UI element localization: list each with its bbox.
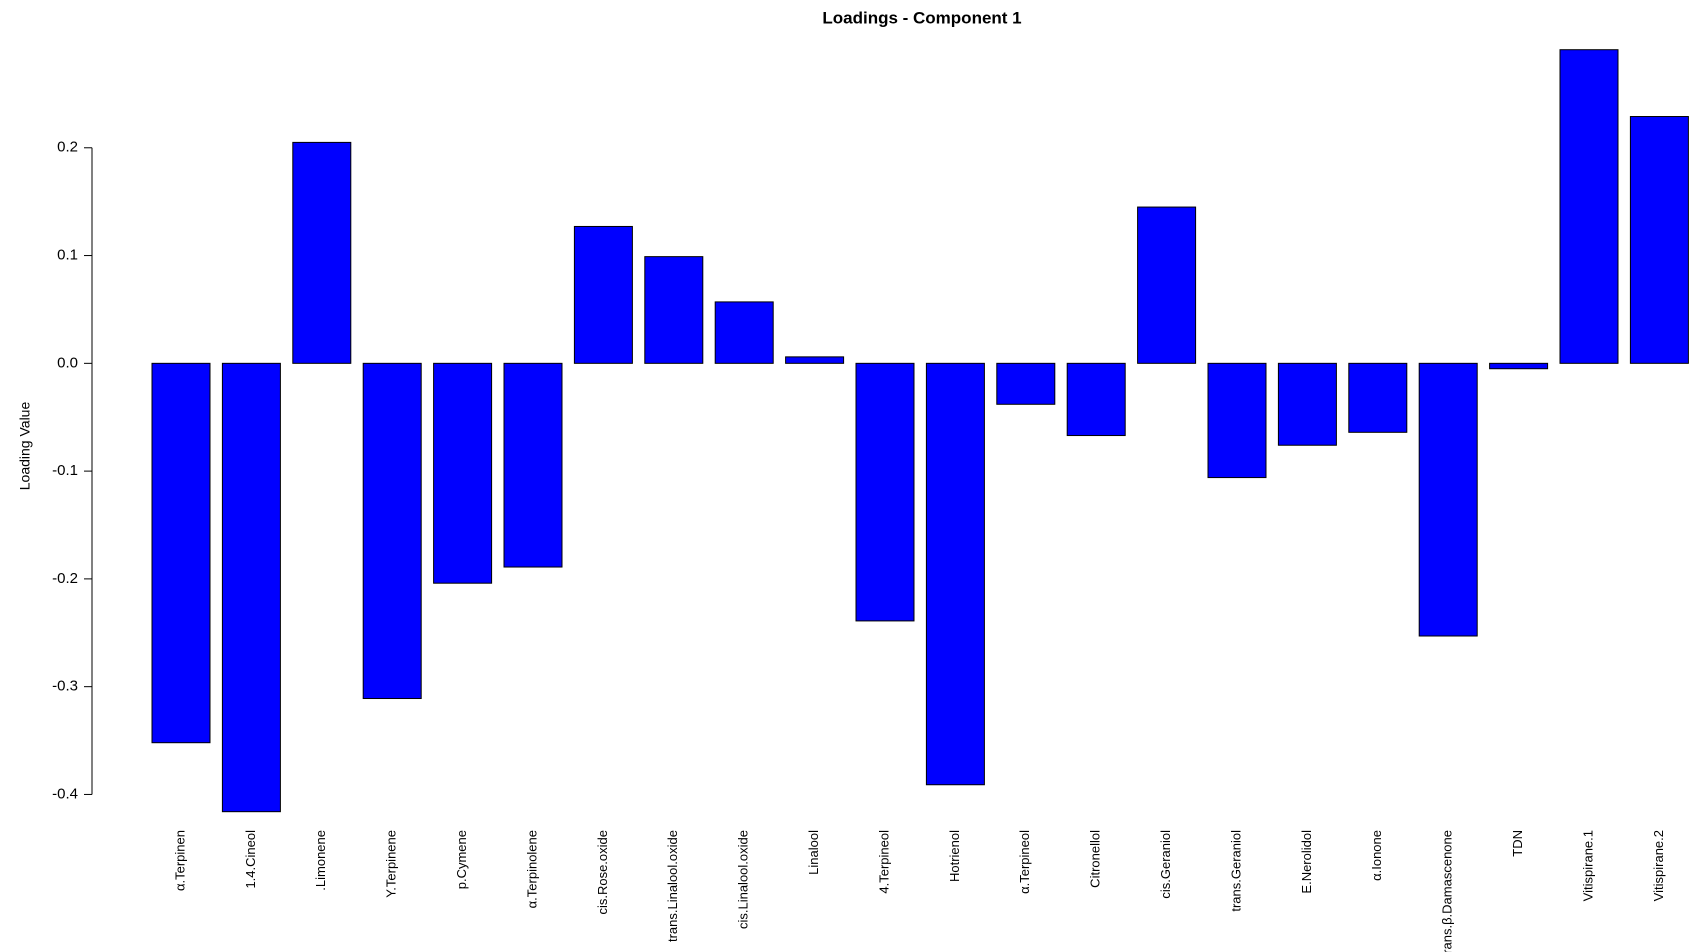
bar xyxy=(855,362,915,622)
bar xyxy=(433,362,493,584)
x-tick-label: 1.4.Cineol xyxy=(243,830,258,889)
y-axis-label: Loading Value xyxy=(17,402,33,491)
x-tick-label: cis.Geraniol xyxy=(1158,830,1173,899)
bar xyxy=(1489,362,1549,370)
x-tick-label: Hotrienol xyxy=(947,830,962,882)
bar xyxy=(151,362,211,744)
y-tick-label: 0.1 xyxy=(57,247,78,264)
bar xyxy=(785,356,845,364)
y-tick-label: -0.2 xyxy=(52,570,78,587)
x-tick-label: Linalool xyxy=(806,830,821,875)
bar xyxy=(1559,49,1619,364)
x-tick-label: 4.Terpineol xyxy=(876,830,891,894)
y-tick-label: -0.4 xyxy=(52,785,78,802)
bar xyxy=(1066,362,1126,437)
x-tick-label: Vitispirane.2 xyxy=(1651,830,1666,901)
x-tick-label: trans.Linalool.oxide xyxy=(665,830,680,942)
x-tick-label: Citronellol xyxy=(1088,830,1103,888)
bar xyxy=(1137,206,1197,364)
x-tick-label: α.Terpinolene xyxy=(524,830,539,908)
x-tick-label: Vitispirane.1 xyxy=(1580,830,1595,901)
chart-title: Loadings - Component 1 xyxy=(822,8,1021,27)
x-tick-label: α.Terpineol xyxy=(1017,830,1032,894)
bar xyxy=(714,301,774,364)
bar xyxy=(644,256,704,364)
bar xyxy=(362,362,422,700)
x-tick-label: .Limonene xyxy=(313,830,328,891)
bar xyxy=(1277,362,1337,446)
x-tick-label: TDN xyxy=(1510,830,1525,857)
bar xyxy=(925,362,985,786)
x-tick-label: Y.Terpinene xyxy=(384,830,399,898)
bar xyxy=(1418,362,1478,637)
bar xyxy=(573,225,633,364)
bar xyxy=(996,362,1056,405)
y-tick-label: 0.0 xyxy=(57,354,78,371)
x-tick-label: cis.Rose.oxide xyxy=(595,830,610,915)
y-tick-label: -0.1 xyxy=(52,462,78,479)
x-tick-label: p.Cymene xyxy=(454,830,469,889)
y-tick-label: 0.2 xyxy=(57,139,78,156)
bar xyxy=(1207,362,1267,479)
x-tick-label: cis.Linalool.oxide xyxy=(736,830,751,929)
x-tick-label: α.Ionone xyxy=(1369,830,1384,881)
x-tick-label: trans.Geraniol xyxy=(1228,830,1243,912)
bar xyxy=(292,141,352,364)
x-tick-label: α.Terpinen xyxy=(172,830,187,891)
bar xyxy=(1629,116,1689,364)
y-tick-label: -0.3 xyxy=(52,678,78,695)
bar xyxy=(503,362,563,568)
bar xyxy=(221,362,281,813)
x-tick-label: trans.β.Damascenone xyxy=(1440,830,1455,952)
bar xyxy=(1348,362,1408,433)
x-tick-label: E.Nerolidol xyxy=(1299,830,1314,894)
